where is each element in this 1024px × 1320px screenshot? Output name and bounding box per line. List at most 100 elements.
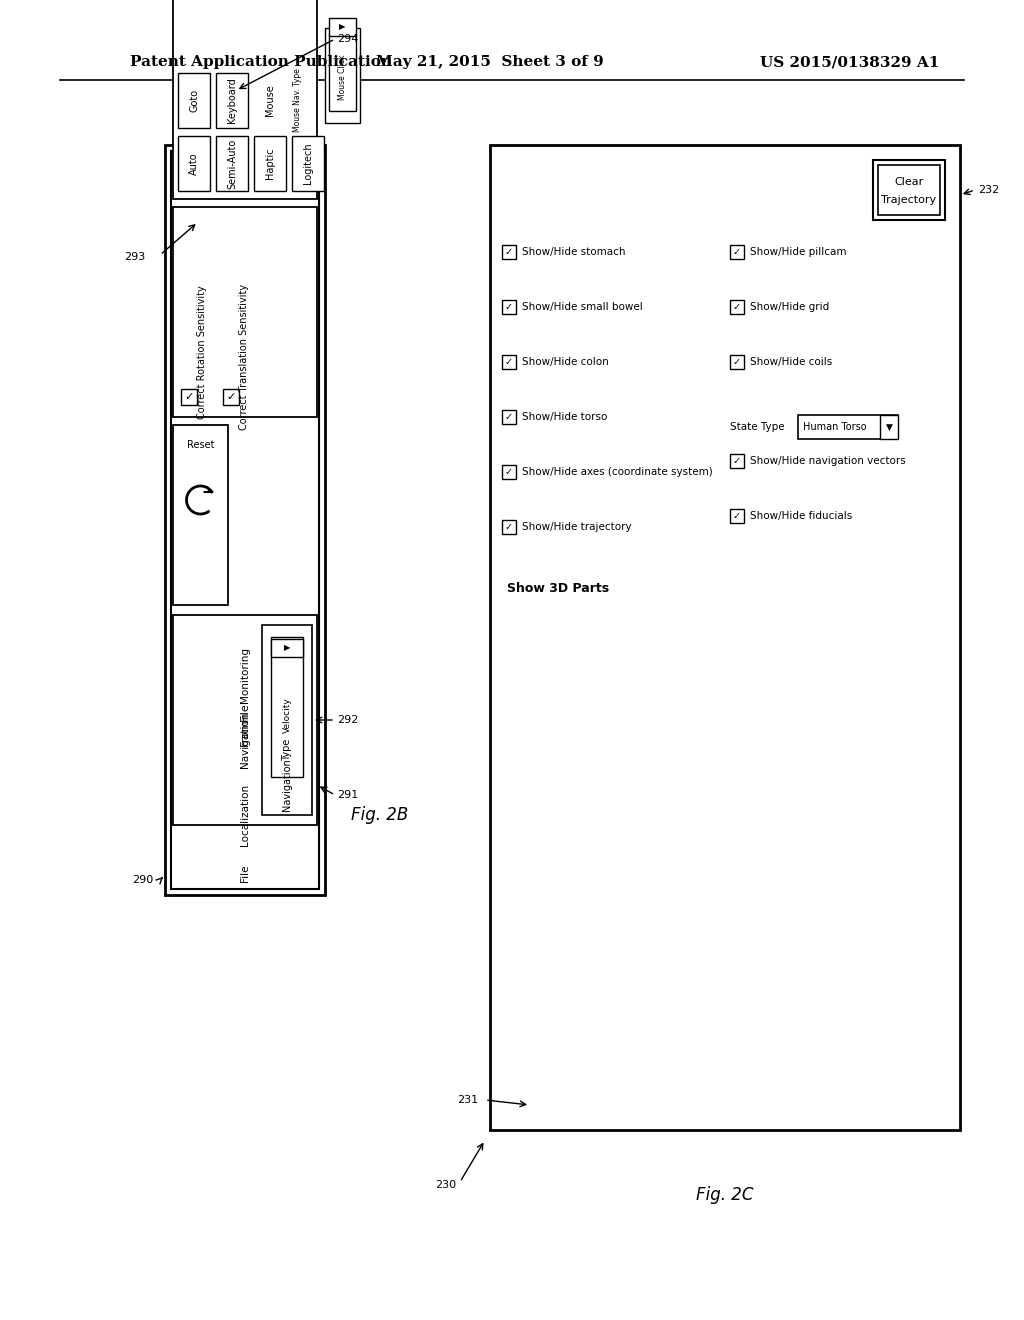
Bar (181, 389, 197, 405)
Bar (262, 624, 312, 814)
Text: Correct Rotation Sensitivity: Correct Rotation Sensitivity (197, 285, 207, 418)
Text: Show/Hide pillcam: Show/Hide pillcam (750, 247, 847, 257)
Text: ✓: ✓ (733, 247, 741, 257)
Text: Auto: Auto (189, 152, 199, 174)
Text: ✓: ✓ (505, 356, 513, 367)
Bar (254, 136, 286, 191)
Text: Goto: Goto (189, 88, 199, 112)
Bar (271, 639, 303, 657)
Text: 294: 294 (337, 34, 358, 44)
Text: Show/Hide coils: Show/Hide coils (750, 356, 833, 367)
Text: State Type: State Type (730, 422, 784, 432)
Text: ✓: ✓ (733, 511, 741, 521)
Bar (173, 0, 317, 199)
Text: Logitech: Logitech (303, 143, 313, 185)
Text: 292: 292 (337, 715, 358, 725)
Bar (502, 465, 516, 479)
Text: ▶: ▶ (284, 644, 290, 652)
Bar (730, 454, 744, 469)
Bar (173, 425, 228, 605)
Bar (880, 414, 898, 440)
Text: ✓: ✓ (505, 302, 513, 312)
Bar (878, 165, 940, 215)
Bar (271, 638, 303, 777)
Bar (730, 355, 744, 370)
Text: Mouse Click: Mouse Click (338, 54, 347, 100)
Text: Clear: Clear (894, 177, 924, 187)
Text: ✓: ✓ (505, 521, 513, 532)
Text: Show/Hide torso: Show/Hide torso (522, 412, 607, 422)
Text: Show/Hide colon: Show/Hide colon (522, 356, 608, 367)
Text: 231: 231 (457, 1096, 478, 1105)
Bar (502, 520, 516, 535)
Bar (502, 246, 516, 259)
Text: Navigation: Navigation (282, 759, 292, 812)
Text: Localization: Localization (240, 784, 250, 846)
Bar (502, 411, 516, 424)
Bar (216, 136, 248, 191)
Bar (730, 246, 744, 259)
Bar (325, 28, 360, 123)
Text: ✓: ✓ (184, 392, 194, 403)
Text: Navigation: Navigation (240, 711, 250, 768)
Text: File: File (240, 865, 250, 882)
Text: Show 3D Parts: Show 3D Parts (507, 582, 609, 594)
Text: ▶: ▶ (339, 22, 346, 32)
Text: US 2015/0138329 A1: US 2015/0138329 A1 (760, 55, 939, 69)
Text: Type: Type (282, 739, 292, 762)
Text: ✓: ✓ (505, 247, 513, 257)
Text: Human Torso: Human Torso (803, 422, 866, 432)
Bar (730, 510, 744, 523)
Text: File: File (240, 702, 250, 721)
Text: Show/Hide grid: Show/Hide grid (750, 302, 829, 312)
Bar (165, 145, 325, 895)
Text: Fig. 2B: Fig. 2B (351, 807, 409, 824)
Bar (329, 18, 356, 36)
Bar (730, 300, 744, 314)
Bar (873, 160, 945, 220)
Text: ✓: ✓ (226, 392, 236, 403)
Text: Trajectory: Trajectory (882, 195, 937, 205)
Text: Patent Application Publication: Patent Application Publication (130, 55, 392, 69)
Text: ✓: ✓ (505, 412, 513, 422)
Text: Show/Hide axes (coordinate system): Show/Hide axes (coordinate system) (522, 467, 713, 477)
Text: ✓: ✓ (733, 455, 741, 466)
Text: Fig. 2C: Fig. 2C (696, 1185, 754, 1204)
Text: Velocity: Velocity (283, 697, 292, 733)
Text: ✓: ✓ (733, 302, 741, 312)
Text: Show/Hide stomach: Show/Hide stomach (522, 247, 626, 257)
Bar (178, 136, 210, 191)
Text: Mouse: Mouse (265, 84, 275, 116)
Text: Correct Translation Sensitivity: Correct Translation Sensitivity (239, 284, 249, 430)
Bar (178, 73, 210, 128)
Text: ✓: ✓ (733, 356, 741, 367)
Text: 291: 291 (337, 789, 358, 800)
Bar (173, 207, 317, 417)
Text: Monitoring: Monitoring (240, 647, 250, 704)
Text: Haptic: Haptic (265, 148, 275, 180)
Bar (173, 615, 317, 825)
Text: Semi-Auto: Semi-Auto (227, 139, 237, 189)
Text: May 21, 2015  Sheet 3 of 9: May 21, 2015 Sheet 3 of 9 (376, 55, 604, 69)
Text: ▼: ▼ (886, 422, 893, 432)
Text: 230: 230 (435, 1180, 456, 1191)
Text: Show/Hide navigation vectors: Show/Hide navigation vectors (750, 455, 906, 466)
Text: 293: 293 (124, 252, 145, 261)
Text: Show/Hide fiducials: Show/Hide fiducials (750, 511, 852, 521)
Bar (798, 414, 898, 440)
Bar (502, 300, 516, 314)
Text: ✓: ✓ (505, 467, 513, 477)
Text: Show/Hide trajectory: Show/Hide trajectory (522, 521, 632, 532)
Bar (216, 73, 248, 128)
Text: 232: 232 (978, 185, 999, 195)
Bar (490, 145, 961, 1130)
Text: Show/Hide small bowel: Show/Hide small bowel (522, 302, 643, 312)
Bar (502, 355, 516, 370)
Text: Reset: Reset (186, 440, 214, 450)
Bar (171, 150, 319, 888)
Text: Mouse Nav. Type: Mouse Nav. Type (293, 69, 301, 132)
Text: Keyboard: Keyboard (227, 78, 237, 123)
Text: 290: 290 (132, 875, 153, 884)
Text: From: From (240, 718, 250, 746)
Bar (292, 136, 324, 191)
